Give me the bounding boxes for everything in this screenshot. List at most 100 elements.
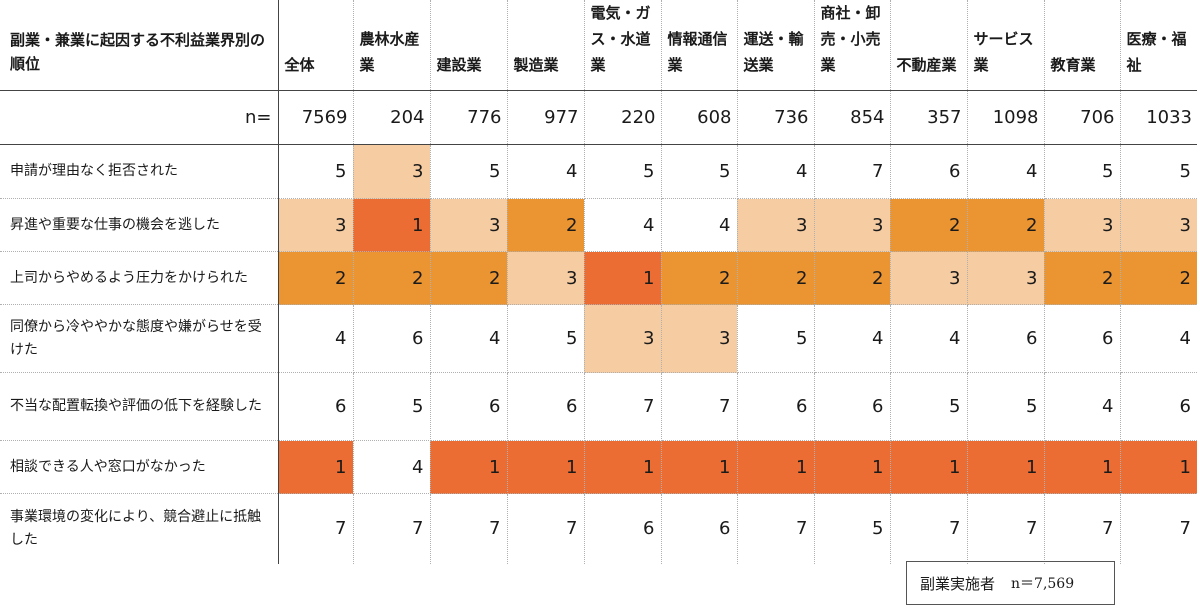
sample-size-cell: 220 <box>584 90 662 145</box>
rank-cell: 1 <box>814 440 891 494</box>
row-label: 上司からやめるよう圧力をかけられた <box>0 251 279 305</box>
rank-cell: 6 <box>1120 372 1197 441</box>
rank-cell: 5 <box>737 304 815 373</box>
sample-size-cell: 1098 <box>967 90 1045 145</box>
rank-cell: 4 <box>890 304 968 373</box>
table-row: 昇進や重要な仕事の機会を逃した 3 1 3 2 4 4 3 3 2 2 3 3 <box>0 198 1197 252</box>
table-row: 同僚から冷ややかな態度や嫌がらせを受けた 4 6 4 5 3 3 5 4 4 6 6 4 <box>0 304 1197 373</box>
column-header: 建設業 <box>430 0 508 91</box>
rank-cell: 4 <box>967 144 1045 199</box>
rank-cell: 1 <box>507 440 585 494</box>
rank-cell: 2 <box>278 251 354 305</box>
legend-n: n＝7,569 <box>1011 576 1075 592</box>
rank-cell: 6 <box>430 372 508 441</box>
rank-cell: 7 <box>584 372 662 441</box>
table-row: 事業環境の変化により、競合避止に抵触した 7 7 7 7 6 6 7 5 7 7 7 7 <box>0 493 1197 564</box>
rank-cell: 6 <box>661 493 738 564</box>
rank-cell: 3 <box>890 251 968 305</box>
rank-cell: 7 <box>661 372 738 441</box>
rank-cell: 6 <box>890 144 968 199</box>
rank-cell: 3 <box>353 144 431 199</box>
rank-cell: 7 <box>890 493 968 564</box>
column-header: 全体 <box>278 0 354 91</box>
rank-cell: 5 <box>967 372 1045 441</box>
row-label: 事業環境の変化により、競合避止に抵触した <box>0 493 279 564</box>
rank-cell: 5 <box>430 144 508 199</box>
rank-cell: 5 <box>507 304 585 373</box>
sample-size-cell: 776 <box>430 90 508 145</box>
rank-cell: 6 <box>353 304 431 373</box>
sample-size-cell: 7569 <box>278 90 354 145</box>
rank-cell: 1 <box>278 440 354 494</box>
rank-cell: 1 <box>584 251 662 305</box>
rank-cell: 2 <box>1120 251 1197 305</box>
row-label: 昇進や重要な仕事の機会を逃した <box>0 198 279 252</box>
rank-cell: 6 <box>737 372 815 441</box>
rank-cell: 4 <box>661 198 738 252</box>
rank-cell: 5 <box>661 144 738 199</box>
rank-cell: 7 <box>737 493 815 564</box>
column-header: サービス業 <box>967 0 1045 91</box>
table-row: 申請が理由なく拒否された 5 3 5 4 5 5 4 7 6 4 5 5 <box>0 144 1197 199</box>
sample-size-row: n= 7569 204 776 977 220 608 736 854 357 1098 706 10… <box>0 90 1197 145</box>
rank-cell: 4 <box>1120 304 1197 373</box>
rank-cell: 2 <box>661 251 738 305</box>
rank-cell: 5 <box>278 144 354 199</box>
row-label: 相談できる人や窓口がなかった <box>0 440 279 494</box>
rank-cell: 2 <box>814 251 891 305</box>
rank-cell: 4 <box>814 304 891 373</box>
table-row: 相談できる人や窓口がなかった 1 4 1 1 1 1 1 1 1 1 1 1 <box>0 440 1197 494</box>
rank-cell: 2 <box>737 251 815 305</box>
ranking-heatmap-table: 副業・兼業に起因する不利益業界別の順位 全体 農林水産業 建設業 製造業 電気・ガス・水… <box>0 0 1197 564</box>
rank-cell: 1 <box>737 440 815 494</box>
column-header: 教育業 <box>1044 0 1121 91</box>
column-header: 商社・卸売・小売業 <box>814 0 891 91</box>
rank-cell: 2 <box>507 198 585 252</box>
rank-cell: 3 <box>814 198 891 252</box>
rank-cell: 1 <box>1044 440 1121 494</box>
rank-cell: 1 <box>430 440 508 494</box>
rank-cell: 6 <box>814 372 891 441</box>
rank-cell: 1 <box>967 440 1045 494</box>
rank-cell: 5 <box>353 372 431 441</box>
rank-cell: 6 <box>507 372 585 441</box>
rank-cell: 3 <box>1044 198 1121 252</box>
rank-cell: 7 <box>1179 518 1191 540</box>
header-row: 副業・兼業に起因する不利益業界別の順位 全体 農林水産業 建設業 製造業 電気・ガス・水… <box>0 0 1197 91</box>
rank-cell: 4 <box>353 440 431 494</box>
sample-size-cell: 854 <box>814 90 891 145</box>
sample-size-cell: 608 <box>661 90 738 145</box>
legend-label: 副業実施者 <box>920 574 996 593</box>
rank-cell: 3 <box>584 304 662 373</box>
rank-cell: 3 <box>967 251 1045 305</box>
rank-cell: 3 <box>430 198 508 252</box>
column-header: 情報通信業 <box>661 0 738 91</box>
rank-cell: 4 <box>737 144 815 199</box>
rank-cell: 2 <box>890 198 968 252</box>
rank-cell: 2 <box>967 198 1045 252</box>
rank-cell: 1 <box>890 440 968 494</box>
rank-cell: 5 <box>814 493 891 564</box>
rank-cell: 5 <box>1044 144 1121 199</box>
sample-size-cell: 357 <box>890 90 968 145</box>
rank-cell: 5 <box>584 144 662 199</box>
rank-cell: 7 <box>507 493 585 564</box>
rank-cell: 7 <box>353 493 431 564</box>
rank-cell: 4 <box>278 304 354 373</box>
rank-cell: 4 <box>430 304 508 373</box>
rank-cell: 6 <box>967 304 1045 373</box>
rank-cell: 3 <box>507 251 585 305</box>
rank-cell: 2 <box>353 251 431 305</box>
rank-cell: 4 <box>584 198 662 252</box>
respondent-legend: 副業実施者 n＝7,569 <box>906 561 1115 605</box>
row-label: 不当な配置転換や評価の低下を経験した <box>0 372 279 441</box>
rank-cell: 4 <box>1044 372 1121 441</box>
rank-cell: 3 <box>737 198 815 252</box>
rank-cell: 3 <box>661 304 738 373</box>
rank-cell: 2 <box>1044 251 1121 305</box>
rank-cell: 1 <box>353 198 431 252</box>
rank-cell: 7 <box>967 493 1045 564</box>
rank-cell: 1 <box>584 440 662 494</box>
rank-cell: 7 <box>278 493 354 564</box>
column-header: 運送・輸送業 <box>737 0 815 91</box>
